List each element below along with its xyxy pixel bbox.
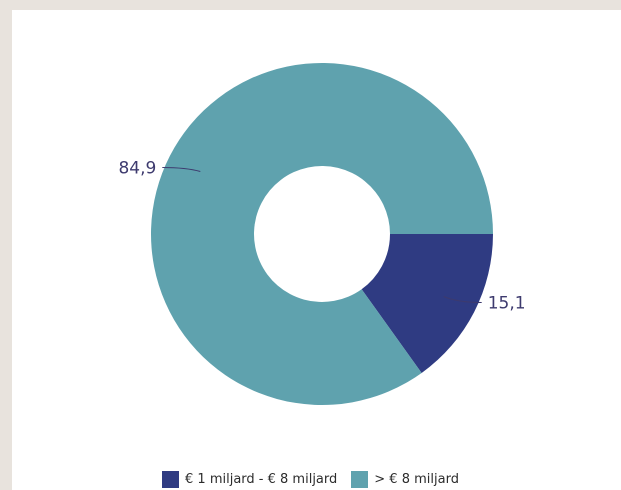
legend-label-over-8-miljard: > € 8 miljard: [374, 472, 459, 487]
chart-legend: € 1 miljard - € 8 miljard > € 8 miljard: [0, 471, 621, 488]
legend-item-over-8-miljard: > € 8 miljard: [351, 471, 459, 488]
legend-item-1-8-miljard: € 1 miljard - € 8 miljard: [162, 471, 337, 488]
data-label-over-8-miljard: 84,9: [118, 159, 156, 179]
leader-line-1-8-miljard: [443, 296, 482, 303]
legend-swatch-1-8-miljard: [162, 471, 180, 488]
legend-label-1-8-miljard: € 1 miljard - € 8 miljard: [185, 472, 338, 487]
donut-slice-1-8-miljard: [361, 234, 493, 373]
leader-line-over-8-miljard: [162, 167, 201, 172]
data-label-1-8-miljard: 15,1: [488, 293, 526, 313]
donut-slice-over-8-miljard: [151, 62, 493, 406]
legend-swatch-over-8-miljard: [351, 471, 369, 488]
